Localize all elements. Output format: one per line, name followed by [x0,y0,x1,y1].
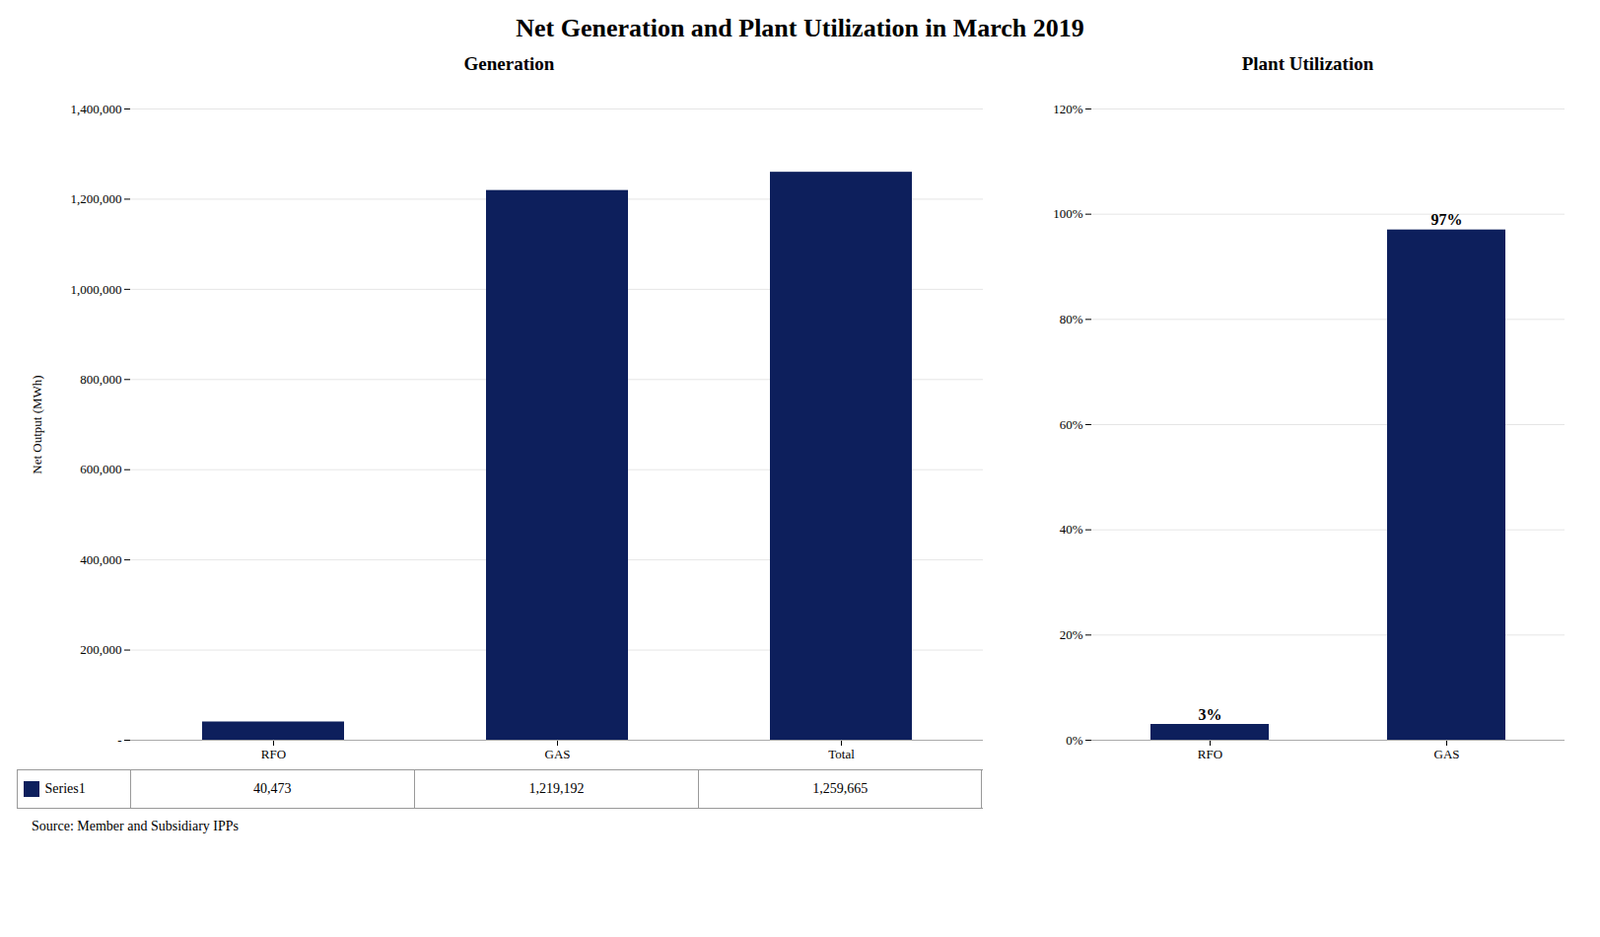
svg-text:800,000: 800,000 [79,371,122,387]
html-text:Generation: Generation [463,53,555,74]
svg-text:0%: 0% [1065,732,1084,748]
svg-text:120%: 120% [1052,101,1084,117]
svg-text:1,400,000: 1,400,000 [69,101,122,117]
html-text:Source: Member and Subsidiary: Source: Member and Subsidiary IPPs [31,818,239,834]
svg-text:Total: Total [828,746,855,762]
svg-text:60%: 60% [1058,417,1083,432]
svg-text:400,000: 400,000 [79,552,122,567]
html-text:40,473: 40,473 [253,780,292,796]
html-text:1,259,665: 1,259,665 [812,780,868,796]
svg-text:RFO: RFO [1196,746,1222,762]
svg-text:RFO: RFO [260,746,285,762]
svg-text:80%: 80% [1058,311,1083,327]
svg-text:20%: 20% [1058,626,1083,642]
html-text:Series1: Series1 [44,780,86,796]
html-text:1,219,192: 1,219,192 [528,780,585,796]
svg-text:200,000: 200,000 [79,641,122,657]
svg-text:40%: 40% [1058,521,1083,537]
svg-text:GAS: GAS [544,746,570,762]
svg-text:1,000,000: 1,000,000 [69,281,122,297]
svg-text:1,200,000: 1,200,000 [69,191,122,207]
svg-text:GAS: GAS [1433,746,1460,762]
svg-text:Net Output (MWh): Net Output (MWh) [28,374,44,474]
svg-text:3%: 3% [1197,705,1222,723]
svg-text:600,000: 600,000 [79,461,122,477]
svg-text:97%: 97% [1430,210,1462,228]
svg-text:100%: 100% [1052,206,1084,221]
svg-text:-: - [117,732,122,748]
html-text:Plant Utilization: Plant Utilization [1241,53,1374,74]
html-text:Net Generation and Plant Utili: Net Generation and Plant Utilization in … [515,13,1085,43]
